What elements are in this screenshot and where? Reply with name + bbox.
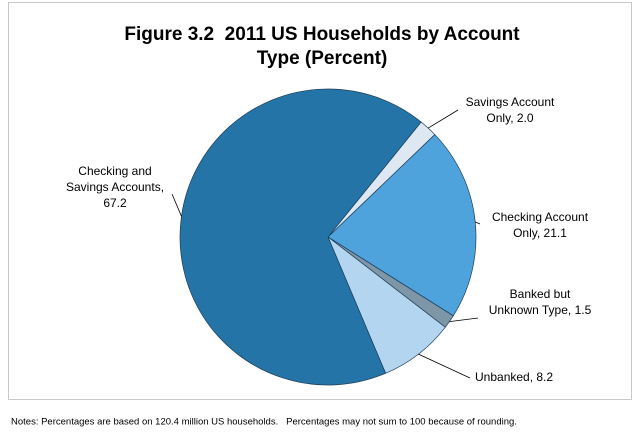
slice-label: Checking and xyxy=(78,164,151,178)
chart-title: Type (Percent) xyxy=(257,48,388,69)
slice-label: Savings Accounts, xyxy=(66,180,164,194)
leader-line xyxy=(171,193,182,217)
chart-title: Figure 3.2 2011 US Households by Account xyxy=(124,24,520,45)
leader-line xyxy=(427,109,459,129)
slice-label: Unbanked, 8.2 xyxy=(475,370,553,384)
slice-label: 67.2 xyxy=(103,196,127,210)
leader-line xyxy=(418,353,471,379)
slice-label: Banked but xyxy=(510,287,571,301)
slice-label: Unknown Type, 1.5 xyxy=(489,303,592,317)
slice-label: Checking Account xyxy=(492,210,589,224)
slice-label: Only, 2.0 xyxy=(486,111,533,125)
note: Notes: Percentages are based on 120.4 mi… xyxy=(11,417,517,428)
slice-label: Only, 21.1 xyxy=(513,226,567,240)
leader-line xyxy=(449,317,479,322)
leader-line xyxy=(475,221,481,225)
slice-label: Savings Account xyxy=(466,95,555,109)
